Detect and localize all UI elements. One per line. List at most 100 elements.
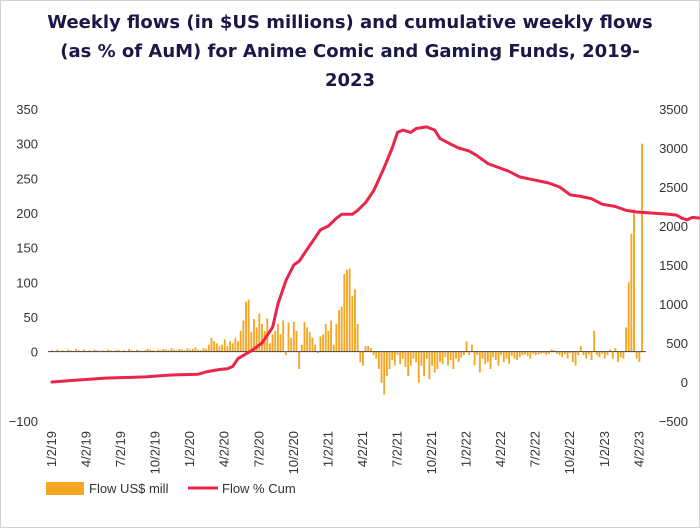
flow-bar xyxy=(308,332,311,352)
flow-bar xyxy=(633,209,635,352)
flow-bar xyxy=(258,313,261,352)
flow-bar xyxy=(564,351,566,355)
flow-bar xyxy=(492,351,495,358)
x-tick-label: 7/2/19 xyxy=(113,431,128,467)
flow-bar xyxy=(114,350,117,352)
left-tick-label: 200 xyxy=(16,206,38,221)
flow-bar xyxy=(579,346,582,352)
flow-bar xyxy=(56,349,59,352)
right-tick-label: 3000 xyxy=(659,141,688,156)
x-tick-label: 7/2/21 xyxy=(390,431,405,467)
left-tick-label: 150 xyxy=(16,241,38,256)
flow-bar xyxy=(548,351,550,354)
flow-bar xyxy=(77,350,80,352)
left-tick-label: −100 xyxy=(9,414,38,429)
chart-title: Weekly flows (in $US millions) and cumul… xyxy=(20,8,680,95)
flow-bar xyxy=(516,351,519,360)
flow-bar xyxy=(537,351,540,355)
flow-bar xyxy=(529,351,532,359)
flow-bar xyxy=(577,351,580,356)
cumulative-flow-line xyxy=(50,125,700,384)
flow-bar xyxy=(561,351,564,358)
flow-bar xyxy=(306,327,309,352)
flow-bar xyxy=(303,321,306,352)
flow-bar xyxy=(314,344,317,352)
flow-bar xyxy=(327,330,330,352)
flow-bar xyxy=(96,350,99,352)
flow-bar xyxy=(481,351,484,359)
flow-bar xyxy=(213,341,216,352)
flow-bar xyxy=(74,348,77,352)
flow-bar xyxy=(582,351,585,356)
flow-bar xyxy=(282,320,285,352)
x-tick-label: 1/2/23 xyxy=(597,431,612,467)
flow-bar xyxy=(242,320,245,352)
flow-bar xyxy=(441,351,444,365)
flow-bar xyxy=(574,351,577,366)
flow-bar xyxy=(250,332,253,352)
flow-bar xyxy=(524,351,526,355)
flow-bar xyxy=(571,351,574,363)
flow-bar xyxy=(489,351,492,369)
flow-bar xyxy=(162,348,165,352)
flow-bar xyxy=(486,351,489,363)
flow-bar xyxy=(415,351,418,363)
chart-title-line-2: (as % of AuM) for Anime Comic and Gaming… xyxy=(60,41,640,62)
flow-bar xyxy=(274,330,277,352)
flow-bar xyxy=(199,350,202,352)
flow-bar xyxy=(253,319,255,352)
flow-bar xyxy=(494,351,497,360)
flow-bar xyxy=(276,323,279,352)
flow-bar xyxy=(229,341,231,352)
flow-bar xyxy=(239,330,242,352)
flow-bar xyxy=(383,351,386,395)
flow-bar xyxy=(170,348,173,352)
flow-bar xyxy=(146,348,149,352)
flow-bar xyxy=(175,350,178,352)
flow-bar xyxy=(122,350,125,352)
flow-bar xyxy=(409,351,412,366)
flow-bar xyxy=(510,351,513,356)
flow-bar xyxy=(356,323,359,352)
flow-bar xyxy=(210,337,213,352)
flow-bar xyxy=(88,350,91,352)
flow-bar xyxy=(627,282,630,352)
left-tick-label: 250 xyxy=(16,171,38,186)
flow-bar xyxy=(205,348,208,352)
flow-bar xyxy=(61,350,64,352)
flow-bar xyxy=(439,351,441,363)
x-tick-label: 1/2/19 xyxy=(44,431,59,467)
flow-bar xyxy=(324,323,327,352)
flow-bar xyxy=(186,348,189,352)
flow-bar xyxy=(354,289,356,352)
flow-bar xyxy=(51,350,53,352)
flow-bar xyxy=(332,344,335,352)
flow-bar xyxy=(393,351,396,366)
flow-bar xyxy=(404,351,407,367)
flow-bar xyxy=(465,341,468,352)
x-axis-ticks: 1/2/19 4/2/19 7/2/19 10/2/19 1/2/20 4/2/20 7/2… xyxy=(44,431,646,474)
flow-bar xyxy=(343,274,346,352)
flow-bar xyxy=(221,344,224,352)
flow-bar xyxy=(611,351,614,359)
flow-bar xyxy=(542,351,545,354)
flow-bar xyxy=(587,351,590,355)
flow-bar xyxy=(189,349,192,352)
flow-bar xyxy=(420,351,423,366)
flow-bar xyxy=(457,351,460,363)
flow-bar xyxy=(197,349,200,352)
x-tick-label: 4/2/19 xyxy=(79,431,94,467)
flow-bar xyxy=(117,349,120,352)
flow-bar xyxy=(375,351,378,359)
flow-bar xyxy=(417,351,420,383)
flow-bar xyxy=(144,350,146,352)
right-tick-label: 2500 xyxy=(659,180,688,195)
flow-bar xyxy=(585,351,588,359)
flow-bar xyxy=(245,301,247,352)
flow-bar xyxy=(295,330,298,352)
flow-bar xyxy=(625,327,627,352)
flow-bar xyxy=(351,296,354,352)
flow-bar xyxy=(218,346,221,352)
flow-bar xyxy=(606,351,609,356)
